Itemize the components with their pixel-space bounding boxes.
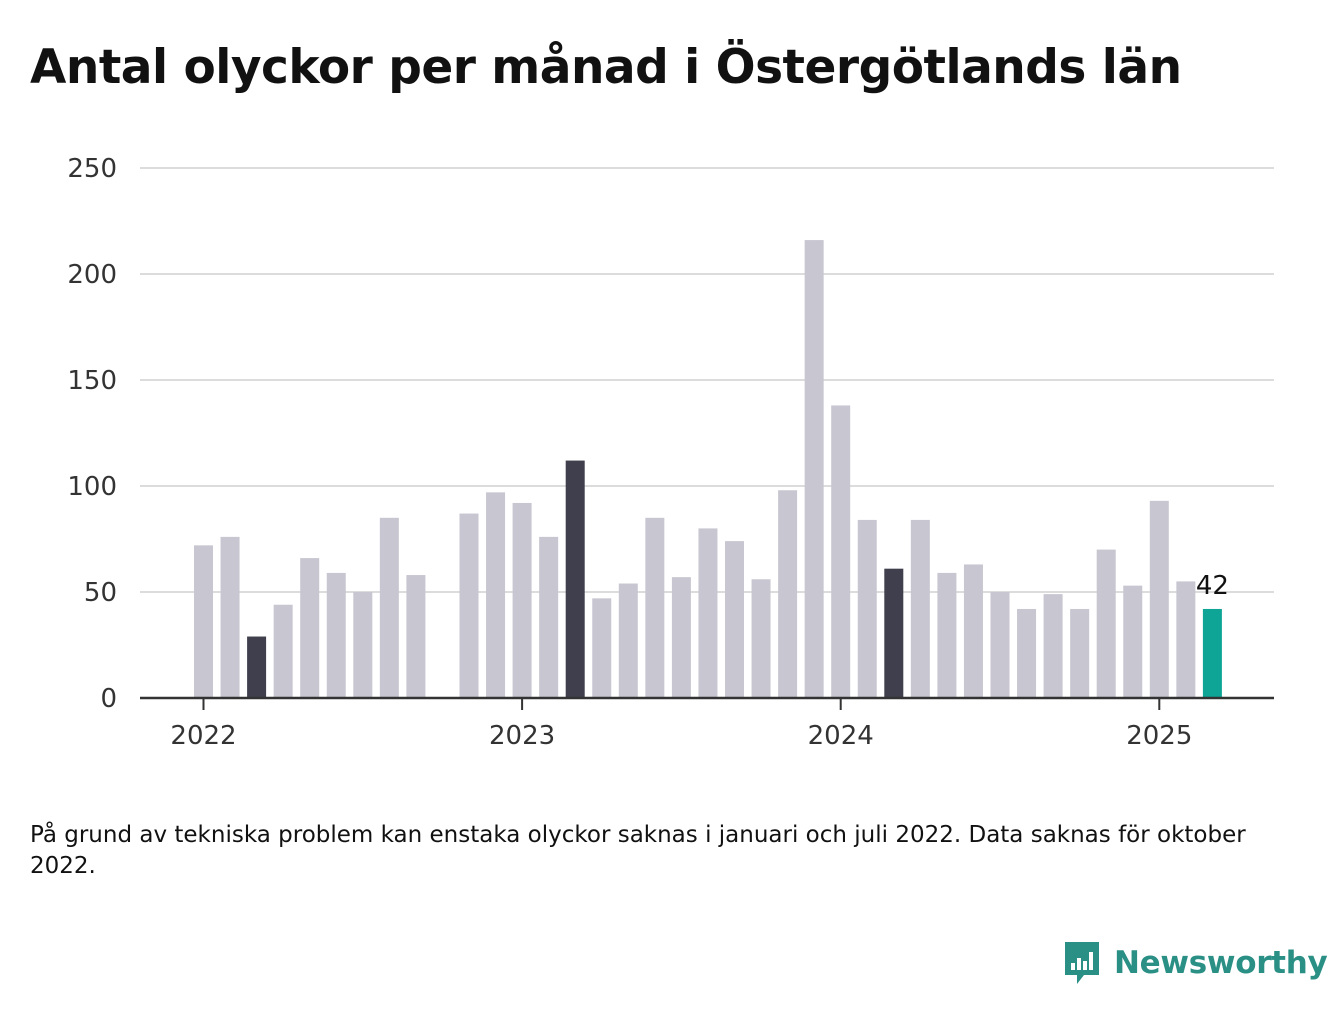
bar [671, 577, 691, 698]
bar [910, 519, 930, 698]
x-axis-ticks: 2022 2023 2024 2025 [170, 698, 1192, 751]
bar [804, 240, 824, 698]
bar [751, 579, 771, 698]
bar [273, 604, 293, 698]
annotations: 42 [1196, 571, 1229, 601]
x-tick-label: 2022 [170, 721, 236, 751]
bar [1123, 585, 1143, 698]
brand-logo[interactable]: Newsworthy [1062, 938, 1328, 988]
bar [194, 545, 213, 698]
bar [512, 502, 532, 698]
y-tick-label: 100 [67, 472, 117, 502]
bar [857, 519, 877, 698]
bar [937, 572, 957, 698]
bar [1149, 500, 1169, 698]
y-tick-label: 250 [67, 154, 117, 184]
bar [1017, 608, 1037, 698]
bar [379, 517, 399, 698]
bar [831, 405, 851, 698]
y-axis-ticks: 0 50 100 150 200 250 [67, 154, 117, 714]
bar [247, 636, 267, 698]
bar [884, 568, 904, 698]
newsworthy-logo-icon [1065, 942, 1099, 984]
x-tick-label: 2025 [1126, 721, 1192, 751]
y-tick-label: 0 [100, 684, 117, 714]
bar [565, 460, 585, 698]
bar [1096, 549, 1116, 698]
bar [618, 583, 638, 698]
bars [194, 240, 1222, 698]
bar [459, 513, 479, 698]
y-tick-label: 50 [84, 578, 117, 608]
bar [1043, 594, 1063, 698]
bar [326, 572, 346, 698]
x-tick-label: 2023 [489, 721, 555, 751]
bar [963, 564, 983, 698]
bar [698, 528, 718, 698]
bar [990, 592, 1010, 698]
bar [1176, 581, 1196, 698]
x-tick-label: 2024 [808, 721, 874, 751]
bar [778, 490, 798, 698]
bar [1202, 608, 1222, 698]
bar [300, 558, 320, 698]
bar [406, 575, 426, 698]
chart-title: Antal olyckor per månad i Östergötlands … [30, 40, 1182, 95]
bar [645, 517, 665, 698]
y-tick-label: 200 [67, 260, 117, 290]
bar [353, 592, 373, 698]
bar [486, 492, 506, 698]
brand-name: Newsworthy [1114, 945, 1328, 981]
bar [220, 536, 240, 698]
bar [539, 536, 559, 698]
data-label: 42 [1196, 571, 1229, 601]
footnote: På grund av tekniska problem kan enstaka… [30, 822, 1246, 879]
bar [725, 541, 744, 698]
bar [592, 598, 612, 698]
bar-chart: 0 50 100 150 200 250 2022 2023 2024 2025 42 [67, 154, 1274, 751]
bar [1070, 608, 1090, 698]
y-tick-label: 150 [67, 366, 117, 396]
